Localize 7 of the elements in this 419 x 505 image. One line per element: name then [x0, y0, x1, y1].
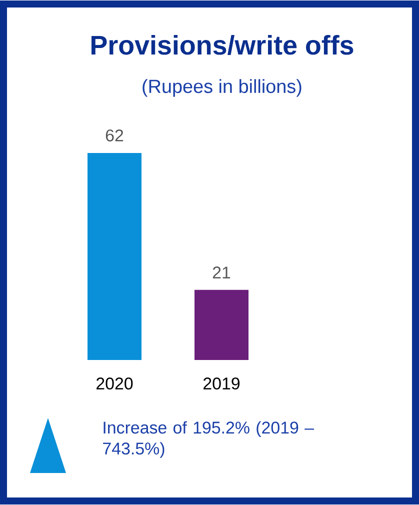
data-label: 62	[106, 129, 124, 142]
text: Increase of 195.2% (2019 – 743.5%)	[103, 421, 314, 458]
chart-subtitle: (Rupees in billions)	[142, 79, 302, 97]
chart-title: Provisions/write offs	[92, 34, 354, 55]
data-label: 21	[212, 266, 230, 278]
x-tick-label: 2019	[204, 378, 240, 390]
x-tick-label: 2020	[96, 378, 133, 390]
